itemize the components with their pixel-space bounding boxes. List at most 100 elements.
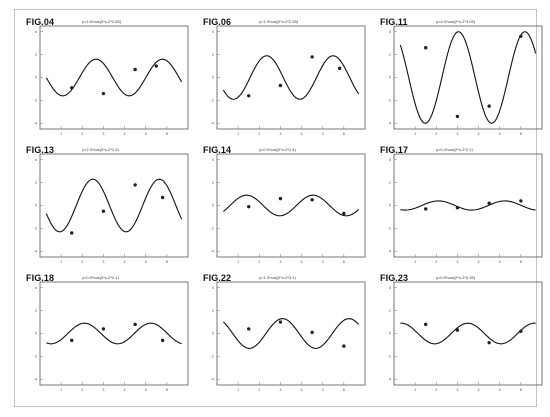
data-point xyxy=(487,104,491,108)
y-tick-label: -2 xyxy=(387,99,391,103)
plot-frame xyxy=(393,25,543,130)
fit-equation: y=4.0*cos(2*x-2*3.05) xyxy=(436,19,476,24)
fit-curve xyxy=(45,58,183,97)
x-tick-label: 2 xyxy=(81,388,83,392)
data-point xyxy=(101,91,106,96)
y-tick-label: 2 xyxy=(389,53,391,57)
plot-frame xyxy=(216,25,366,130)
fit-curve xyxy=(400,322,536,345)
x-tick-label: 1 xyxy=(60,388,62,392)
plot-frame xyxy=(39,281,189,386)
fit-equation: y=0.4*cos(2*x-2*2.1) xyxy=(436,147,473,152)
x-tick-label: 4 xyxy=(300,260,303,264)
x-tick-label: 6 xyxy=(343,388,346,392)
x-tick-label: 3 xyxy=(456,260,458,264)
figure-panel: FIG.11 y=4.0*cos(2*x-2*3.05) 4 2 0 -2 -4 1 2 3 4 5 6 xyxy=(372,12,548,140)
data-point xyxy=(133,67,137,72)
data-point xyxy=(160,338,165,343)
y-tick-label: -2 xyxy=(387,355,391,359)
data-point xyxy=(519,34,523,38)
x-tick-label: 5 xyxy=(499,132,501,136)
data-point xyxy=(519,329,523,333)
y-tick-label: 2 xyxy=(35,309,37,313)
x-tick-label: 2 xyxy=(258,132,260,136)
x-tick-label: 6 xyxy=(343,260,346,264)
figure-label: FIG.13 xyxy=(26,145,55,155)
data-point xyxy=(455,114,460,119)
y-tick-label: 0 xyxy=(35,332,38,336)
data-point xyxy=(278,196,283,201)
fit-equation: y=1.3*cos(2*x-2*3.1) xyxy=(259,275,296,280)
data-point xyxy=(424,46,428,50)
data-point xyxy=(278,83,283,88)
x-tick-label: 6 xyxy=(166,388,169,392)
data-point xyxy=(70,86,74,90)
figure-label: FIG.22 xyxy=(203,273,232,283)
x-tick-label: 4 xyxy=(477,132,480,136)
data-point xyxy=(70,338,74,343)
fit-curve xyxy=(45,178,183,233)
plot-area: 4 2 0 -2 -4 1 2 3 4 5 6 xyxy=(33,281,189,392)
y-tick-label: 2 xyxy=(35,53,37,57)
fit-curve xyxy=(400,200,536,211)
y-tick-label: 2 xyxy=(389,181,391,185)
x-tick-label: 5 xyxy=(499,260,501,264)
data-point xyxy=(455,206,460,210)
y-tick-label: -2 xyxy=(33,227,37,231)
plot-frame xyxy=(216,153,366,258)
x-tick-label: 1 xyxy=(414,388,416,392)
figure-label: FIG.06 xyxy=(203,17,232,27)
fit-equation: y=0.9*cos(2*x-2*0.35) xyxy=(436,275,476,280)
fit-curve xyxy=(222,194,360,217)
figure-panel: FIG.04 y=1.6*cos(2*x-2*2.65) 4 2 0 -2 -4 1 2 3 4 5 6 xyxy=(18,12,194,140)
data-point xyxy=(487,201,491,205)
x-tick-label: 4 xyxy=(123,132,126,136)
data-point xyxy=(424,322,428,327)
plot-frame xyxy=(216,281,366,386)
figure-label: FIG.23 xyxy=(380,273,409,283)
figure-label: FIG.17 xyxy=(380,145,409,155)
plot-area: 4 2 0 -2 -4 1 2 3 4 5 6 xyxy=(210,153,366,264)
y-tick-label: 0 xyxy=(212,204,215,208)
y-tick-label: 0 xyxy=(35,76,38,80)
data-point xyxy=(278,320,283,324)
x-tick-label: 4 xyxy=(123,260,126,264)
x-tick-label: 1 xyxy=(414,132,416,136)
fit-curve xyxy=(222,55,360,100)
y-tick-label: -4 xyxy=(33,249,37,253)
y-tick-label: -4 xyxy=(210,249,214,253)
x-tick-label: 2 xyxy=(435,388,437,392)
data-point xyxy=(337,66,342,71)
y-tick-label: -2 xyxy=(210,227,214,231)
y-tick-label: -4 xyxy=(210,377,214,381)
plot-area: 4 2 0 -2 -4 1 2 3 4 5 6 xyxy=(33,153,189,264)
figure-panel: FIG.06 y=1.9*cos(2*x-2*2.35) 4 2 0 -2 -4 1 2 3 4 5 6 xyxy=(195,12,371,140)
plot-area: 4 2 0 -2 -4 1 2 3 4 5 6 xyxy=(387,25,543,136)
y-tick-label: 4 xyxy=(35,30,38,34)
x-tick-label: 5 xyxy=(322,132,324,136)
figure-panel: FIG.13 y=2.3*cos(2*x-2*2.5) 4 2 0 -2 -4 1 2 3 4 5 6 xyxy=(18,140,194,268)
y-tick-label: -4 xyxy=(387,377,391,381)
y-tick-label: -2 xyxy=(33,99,37,103)
x-tick-label: 4 xyxy=(300,388,303,392)
plot-area: 4 2 0 -2 -4 1 2 3 4 5 6 xyxy=(33,25,189,136)
x-tick-label: 3 xyxy=(279,260,281,264)
data-point xyxy=(101,209,106,213)
y-tick-label: 4 xyxy=(212,30,215,34)
plot-area: 4 2 0 -2 -4 1 2 3 4 5 6 xyxy=(387,153,543,264)
x-tick-label: 5 xyxy=(322,260,324,264)
plot-frame xyxy=(393,153,543,258)
data-point xyxy=(342,211,346,216)
data-point xyxy=(310,198,314,202)
plot-area: 4 2 0 -2 -4 1 2 3 4 5 6 xyxy=(210,25,366,136)
fit-equation: y=0.9*cos(2*x-2*2.1) xyxy=(82,275,119,280)
x-tick-label: 1 xyxy=(60,132,62,136)
fit-equation: y=1.9*cos(2*x-2*2.35) xyxy=(259,19,299,24)
x-tick-label: 6 xyxy=(166,132,169,136)
figure-panel: FIG.17 y=0.4*cos(2*x-2*2.1) 4 2 0 -2 -4 1 2 3 4 5 6 xyxy=(372,140,548,268)
y-tick-label: 2 xyxy=(212,53,214,57)
figure-label: FIG.11 xyxy=(380,17,408,27)
fit-equation: y=0.9*cos(2*x-2*1.4) xyxy=(259,147,296,152)
data-point xyxy=(310,330,314,335)
